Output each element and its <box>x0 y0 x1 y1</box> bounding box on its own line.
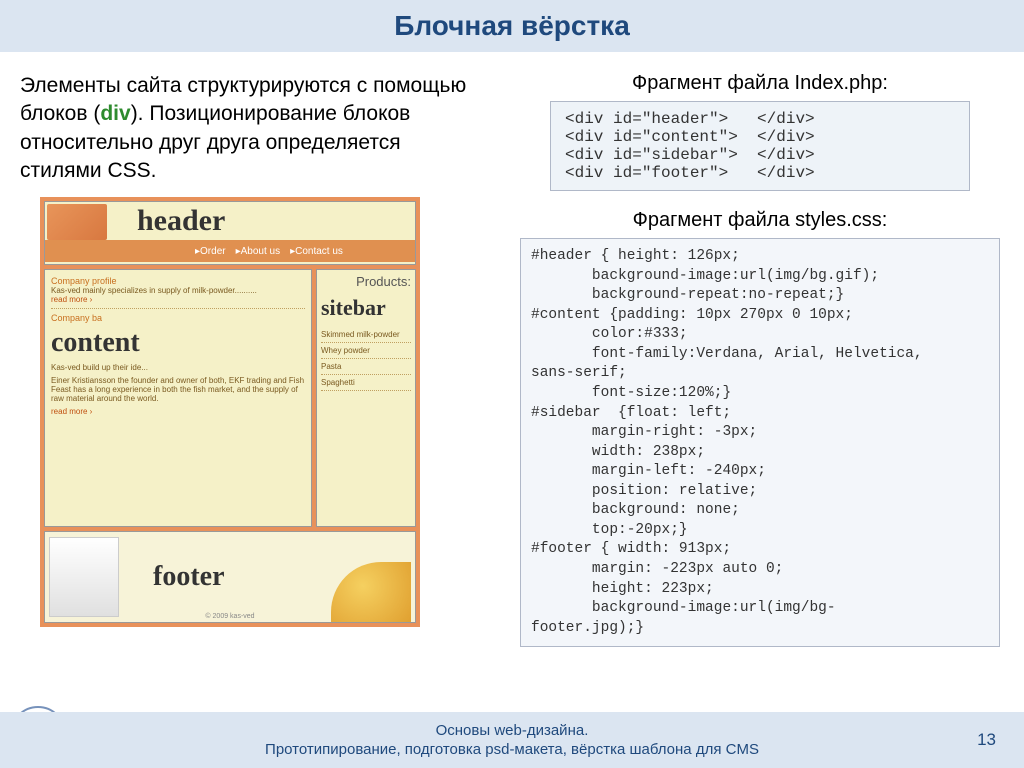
nav-item: ▸Contact us <box>290 246 343 257</box>
mock-sidebar-label: sitebar <box>321 295 411 321</box>
products-head: Products: <box>321 274 411 289</box>
php-code-block: <div id="header"> </div> <div id="conten… <box>550 101 970 191</box>
footer-text: Основы web-дизайна. Прототипирование, по… <box>265 721 759 760</box>
readmore-link: read more › <box>51 407 305 416</box>
slide-footer: Основы web-дизайна. Прототипирование, по… <box>0 712 1024 768</box>
mock-header: header ▸Order ▸About us ▸Contact us <box>44 201 416 265</box>
mock-header-top: header <box>45 202 415 240</box>
div-keyword: div <box>100 102 130 125</box>
footer-pasta-icon <box>331 562 411 622</box>
product-item: Pasta <box>321 359 411 375</box>
mock-content-label: content <box>51 327 305 359</box>
page-number: 13 <box>977 730 996 750</box>
mock-footer: footer © 2009 kas-ved <box>44 531 416 623</box>
company-ba-head: Company ba <box>51 313 305 323</box>
left-column: Элементы сайта структурируются с помощью… <box>20 72 480 647</box>
content-small: Kas-ved build up their ide... <box>51 363 305 372</box>
slide-title: Блочная вёрстка <box>394 10 630 42</box>
layout-mockup: header ▸Order ▸About us ▸Contact us Comp… <box>40 197 420 627</box>
mock-logo <box>47 204 107 240</box>
right-column: Фрагмент файла Index.php: <div id="heade… <box>520 72 1000 647</box>
company-profile-head: Company profile <box>51 276 305 286</box>
company-line: Kas-ved mainly specializes in supply of … <box>51 286 305 295</box>
footer-line2: Прототипирование, подготовка psd-макета,… <box>265 741 759 758</box>
slide-body: Элементы сайта структурируются с помощью… <box>0 52 1024 647</box>
product-item: Skimmed milk-powder <box>321 327 411 343</box>
mock-sidebar: Products: sitebar Skimmed milk-powder Wh… <box>316 269 416 527</box>
title-bar: Блочная вёрстка <box>0 0 1024 52</box>
nav-item: ▸Order <box>195 246 226 257</box>
php-caption: Фрагмент файла Index.php: <box>520 72 1000 95</box>
footer-milk-icon <box>49 537 119 617</box>
mock-body: Company profile Kas-ved mainly specializ… <box>44 269 416 527</box>
intro-paragraph: Элементы сайта структурируются с помощью… <box>20 72 480 185</box>
product-item: Spaghetti <box>321 375 411 391</box>
product-item: Whey powder <box>321 343 411 359</box>
footer-copyright: © 2009 kas-ved <box>205 613 254 620</box>
content-paragraph: Einer Kristiansson the founder and owner… <box>51 376 305 403</box>
footer-line1: Основы web-дизайна. <box>436 722 589 739</box>
mock-nav: ▸Order ▸About us ▸Contact us <box>45 240 415 262</box>
css-code-block: #header { height: 126px; background-imag… <box>520 238 1000 647</box>
nav-item: ▸About us <box>236 246 281 257</box>
readmore-link: read more › <box>51 295 305 304</box>
mock-header-label: header <box>137 204 225 238</box>
divider <box>51 308 305 309</box>
mock-content: Company profile Kas-ved mainly specializ… <box>44 269 312 527</box>
css-caption: Фрагмент файла styles.css: <box>520 209 1000 232</box>
mock-footer-label: footer <box>153 561 225 593</box>
